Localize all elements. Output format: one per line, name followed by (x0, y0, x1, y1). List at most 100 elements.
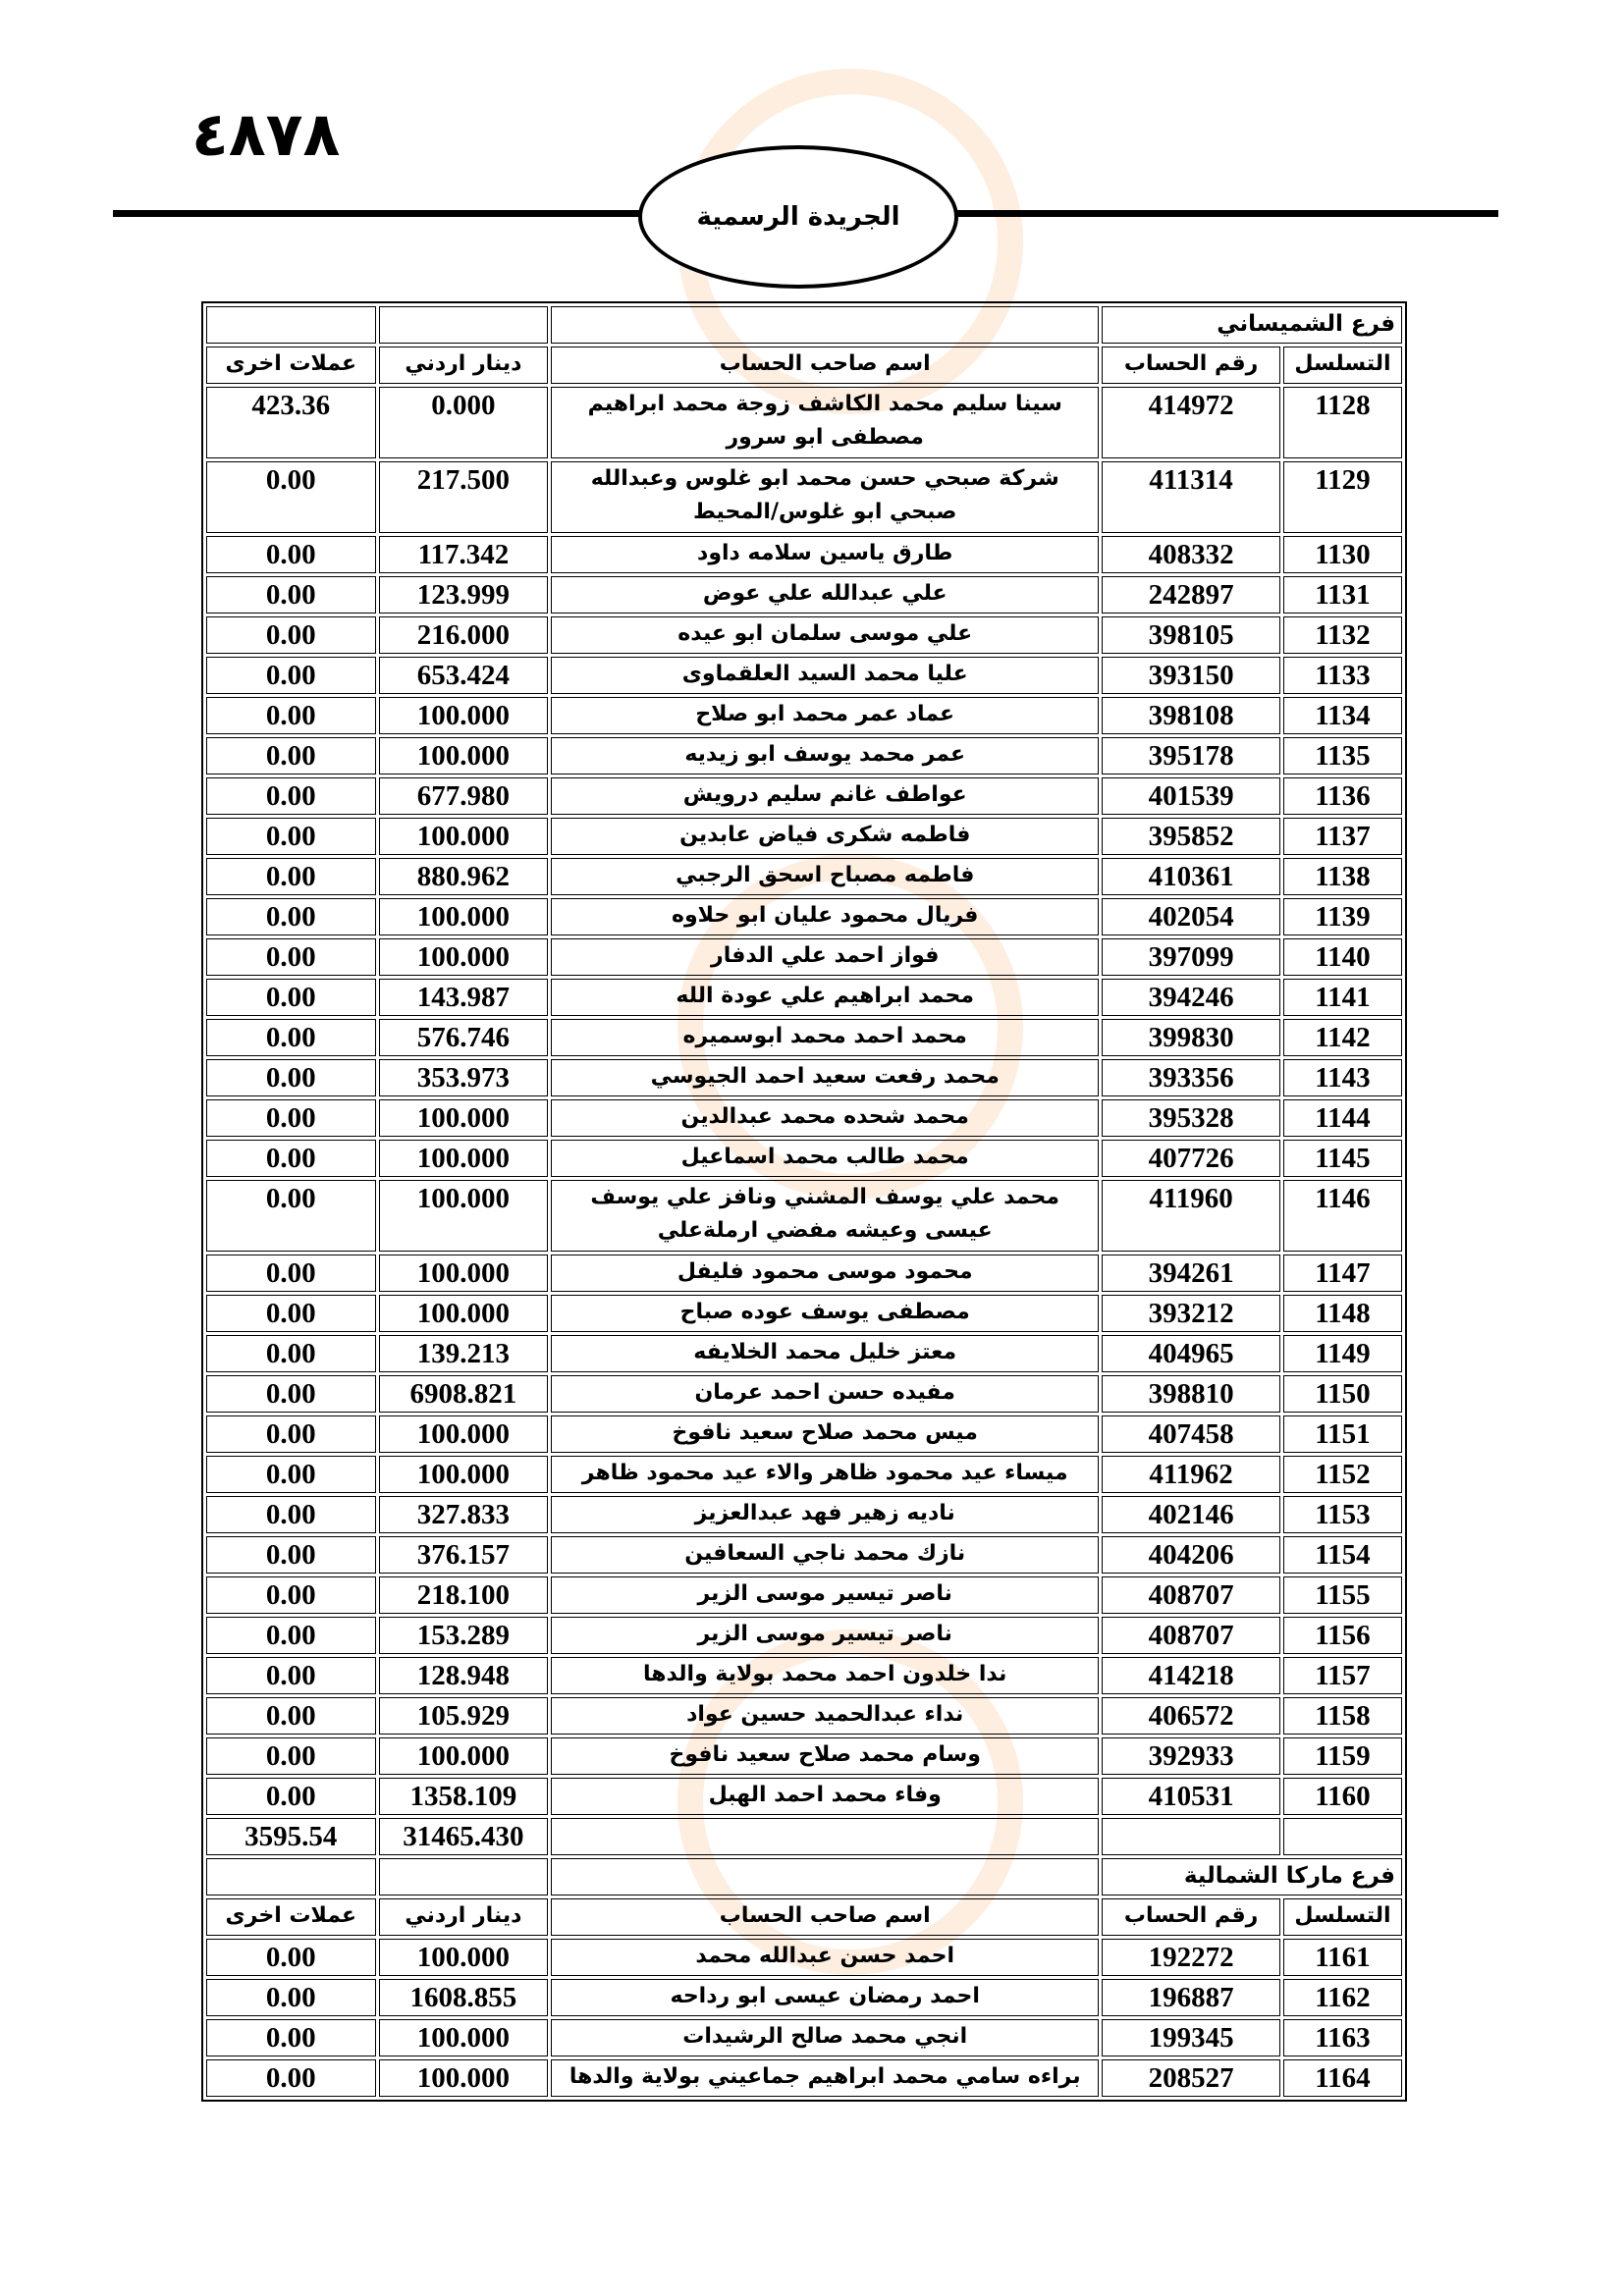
serial-cell: 1162 (1282, 1979, 1402, 2016)
account-number-cell: 402146 (1102, 1496, 1280, 1533)
account-owner-cell: محمد رفعت سعيد احمد الجيوسي (551, 1059, 1100, 1096)
account-owner-cell: محمد احمد محمد ابوسميره (551, 1019, 1100, 1056)
account-number-cell: 408332 (1102, 536, 1280, 573)
account-number-cell: 196887 (1102, 1979, 1280, 2016)
other-currency-cell: 0.00 (206, 1180, 376, 1252)
jod-balance-cell: 100.000 (378, 1140, 549, 1177)
account-number-cell: 410361 (1102, 858, 1280, 895)
serial-cell: 1148 (1282, 1295, 1402, 1332)
account-owner-cell: محمود موسى محمود فليفل (551, 1255, 1100, 1292)
account-owner-cell: ميساء عيد محمود ظاهر والاء عيد محمود ظاه… (551, 1456, 1100, 1493)
serial-cell: 1129 (1282, 461, 1402, 533)
page-number: ٤٨٧٨ (191, 98, 341, 170)
table-row: 1137 395852 فاطمه شكرى فياض عابدين 100.000 0… (206, 818, 1402, 855)
empty-cell (206, 1858, 376, 1896)
serial-cell: 1150 (1282, 1375, 1402, 1413)
account-number-cell: 407458 (1102, 1415, 1280, 1453)
account-number-cell: 199345 (1102, 2019, 1280, 2056)
jod-balance-cell: 100.000 (378, 1737, 549, 1775)
serial-cell: 1140 (1282, 938, 1402, 976)
column-header-row: التسلسل رقم الحساب اسم صاحب الحساب دينار ار… (206, 347, 1402, 384)
other-currency-cell: 0.00 (206, 1657, 376, 1694)
other-currency-cell: 0.00 (206, 1778, 376, 1815)
table-row: 1130 408332 طارق ياسين سلامه داود 117.342 0.… (206, 536, 1402, 573)
other-currency-cell: 0.00 (206, 1456, 376, 1493)
account-number-cell: 392933 (1102, 1737, 1280, 1775)
account-owner-cell: مفيده حسن احمد عرمان (551, 1375, 1100, 1413)
account-owner-cell: نداء عبدالحميد حسين عواد (551, 1697, 1100, 1735)
serial-cell: 1131 (1282, 576, 1402, 614)
account-owner-cell: محمد علي يوسف المشني ونافز علي يوسف عيسى… (551, 1180, 1100, 1252)
jod-balance-cell: 100.000 (378, 697, 549, 734)
branch-row: فرع ماركا الشمالية (206, 1858, 1402, 1896)
totals-row: 31465.430 3595.54 (206, 1818, 1402, 1855)
account-number-cell: 192272 (1102, 1939, 1280, 1976)
account-number-cell: 208527 (1102, 2059, 1280, 2097)
table-row: 1148 393212 مصطفى يوسف عوده صباح 100.000 0.0… (206, 1295, 1402, 1332)
jod-balance-cell: 100.000 (378, 1255, 549, 1292)
jod-balance-cell: 677.980 (378, 777, 549, 815)
account-owner-cell: طارق ياسين سلامه داود (551, 536, 1100, 573)
other-currency-cell: 0.00 (206, 2019, 376, 2056)
account-owner-cell: براءه سامي محمد ابراهيم جماعيني بولاية و… (551, 2059, 1100, 2097)
account-owner-cell: عمر محمد يوسف ابو زيديه (551, 737, 1100, 774)
other-currency-cell: 0.00 (206, 1939, 376, 1976)
account-number-cell: 411962 (1102, 1456, 1280, 1493)
serial-cell: 1156 (1282, 1617, 1402, 1654)
account-owner-cell: عواطف غانم سليم درويش (551, 777, 1100, 815)
other-currency-cell: 0.00 (206, 1737, 376, 1775)
jod-balance-cell: 100.000 (378, 2019, 549, 2056)
header-serial: التسلسل (1282, 347, 1402, 384)
other-currency-cell: 0.00 (206, 1617, 376, 1654)
jod-balance-cell: 0.000 (378, 387, 549, 458)
header-serial: التسلسل (1282, 1898, 1402, 1936)
jod-balance-cell: 100.000 (378, 1415, 549, 1453)
other-currency-cell: 0.00 (206, 2059, 376, 2097)
other-currency-cell: 0.00 (206, 1295, 376, 1332)
account-owner-cell: ندا خلدون احمد محمد بولاية والدها (551, 1657, 1100, 1694)
other-currency-cell: 0.00 (206, 938, 376, 976)
other-currency-cell: 0.00 (206, 1375, 376, 1413)
account-owner-cell: معتز خليل محمد الخلايفه (551, 1335, 1100, 1372)
other-currency-cell: 0.00 (206, 1415, 376, 1453)
account-number-cell: 414972 (1102, 387, 1280, 458)
branch-name: فرع الشميساني (1102, 306, 1402, 344)
account-owner-cell: عماد عمر محمد ابو صلاح (551, 697, 1100, 734)
account-owner-cell: محمد ابراهيم علي عودة الله (551, 979, 1100, 1016)
account-number-cell: 411314 (1102, 461, 1280, 533)
serial-cell: 1143 (1282, 1059, 1402, 1096)
account-owner-cell: وسام محمد صلاح سعيد نافوخ (551, 1737, 1100, 1775)
header-other-currencies: عملات اخرى (206, 347, 376, 384)
other-currency-cell: 423.36 (206, 387, 376, 458)
account-number-cell: 398108 (1102, 697, 1280, 734)
account-number-cell: 394261 (1102, 1255, 1280, 1292)
table-row: 1147 394261 محمود موسى محمود فليفل 100.000 0… (206, 1255, 1402, 1292)
serial-cell: 1139 (1282, 898, 1402, 935)
table-row: 1158 406572 نداء عبدالحميد حسين عواد 105.92… (206, 1697, 1402, 1735)
account-owner-cell: علي عبدالله علي عوض (551, 576, 1100, 614)
account-number-cell: 410531 (1102, 1778, 1280, 1815)
account-number-cell: 404965 (1102, 1335, 1280, 1372)
table-row: 1162 196887 احمد رمضان عيسى ابو رداحه 1608.… (206, 1979, 1402, 2016)
account-owner-cell: وفاء محمد احمد الهبل (551, 1778, 1100, 1815)
table-row: 1132 398105 علي موسى سلمان ابو عيده 216.000… (206, 616, 1402, 654)
other-currency-cell: 0.00 (206, 1059, 376, 1096)
header-jordanian-dinar: دينار اردني (378, 347, 549, 384)
table-row: 1145 407726 محمد طالب محمد اسماعيل 100.000 0… (206, 1140, 1402, 1177)
serial-cell: 1151 (1282, 1415, 1402, 1453)
account-number-cell: 411960 (1102, 1180, 1280, 1252)
jod-balance-cell: 576.746 (378, 1019, 549, 1056)
table-row: 1141 394246 محمد ابراهيم علي عودة الله 143.… (206, 979, 1402, 1016)
header-jordanian-dinar: دينار اردني (378, 1898, 549, 1936)
jod-balance-cell: 100.000 (378, 1295, 549, 1332)
empty-cell (378, 306, 549, 344)
jod-balance-cell: 100.000 (378, 1180, 549, 1252)
serial-cell: 1154 (1282, 1536, 1402, 1574)
jod-balance-cell: 117.342 (378, 536, 549, 573)
account-owner-cell: ناصر تيسير موسى الزير (551, 1576, 1100, 1614)
account-owner-cell: عليا محمد السيد العلقماوى (551, 657, 1100, 694)
table-row: 1129 411314 شركة صبحي حسن محمد ابو غلوس وع… (206, 461, 1402, 533)
other-currency-cell: 0.00 (206, 858, 376, 895)
table-row: 1149 404965 معتز خليل محمد الخلايفه 139.213… (206, 1335, 1402, 1372)
account-number-cell: 407726 (1102, 1140, 1280, 1177)
